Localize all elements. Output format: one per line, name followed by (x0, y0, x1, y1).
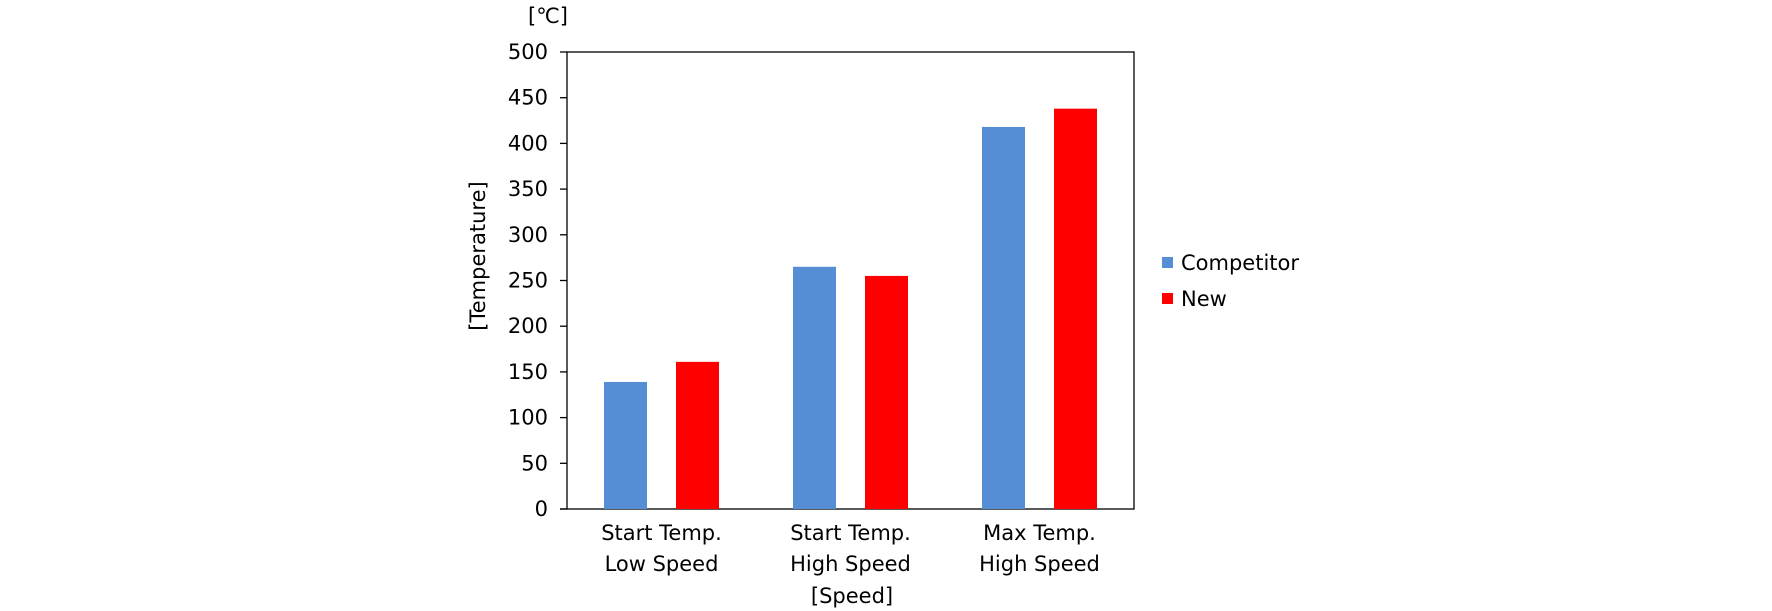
bar-competitor-1 (604, 381, 647, 509)
y-axis-title: [Temperature] (466, 181, 490, 330)
y-tick-label: 150 (508, 360, 548, 384)
legend-swatch-competitor (1162, 257, 1173, 268)
legend-label-new: New (1181, 287, 1227, 311)
y-tick-label: 0 (535, 497, 548, 521)
legend: Competitor New (1162, 251, 1299, 311)
x-category-label: High Speed (790, 552, 911, 576)
y-unit-label: [℃] (528, 4, 568, 28)
y-tick-label: 350 (508, 177, 548, 201)
bar-new-2 (865, 275, 908, 509)
x-category-label: Low Speed (605, 552, 719, 576)
y-tick-label: 200 (508, 314, 548, 338)
x-category-label: Max Temp. (983, 521, 1096, 545)
y-tick-label: 300 (508, 223, 548, 247)
y-tick-label: 450 (508, 86, 548, 110)
legend-swatch-new (1162, 293, 1173, 304)
y-tick-label: 100 (508, 406, 548, 430)
x-axis-title: [Speed] (811, 584, 893, 608)
x-category-label: Start Temp. (790, 521, 911, 545)
y-tick-label: 500 (508, 40, 548, 64)
x-category-label: High Speed (979, 552, 1100, 576)
y-tick-label: 250 (508, 269, 548, 293)
bar-competitor-3 (982, 126, 1025, 509)
bar-new-1 (676, 361, 719, 509)
legend-label-competitor: Competitor (1181, 251, 1299, 275)
y-tick-label: 50 (521, 451, 548, 475)
bar-new-3 (1054, 108, 1097, 509)
plot-area-frame (566, 51, 1135, 510)
x-category-label: Start Temp. (601, 521, 722, 545)
bar-competitor-2 (793, 266, 836, 509)
y-tick-label: 400 (508, 131, 548, 155)
